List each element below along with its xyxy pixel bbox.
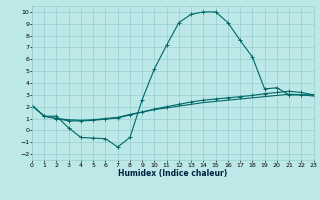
X-axis label: Humidex (Indice chaleur): Humidex (Indice chaleur) xyxy=(118,169,228,178)
